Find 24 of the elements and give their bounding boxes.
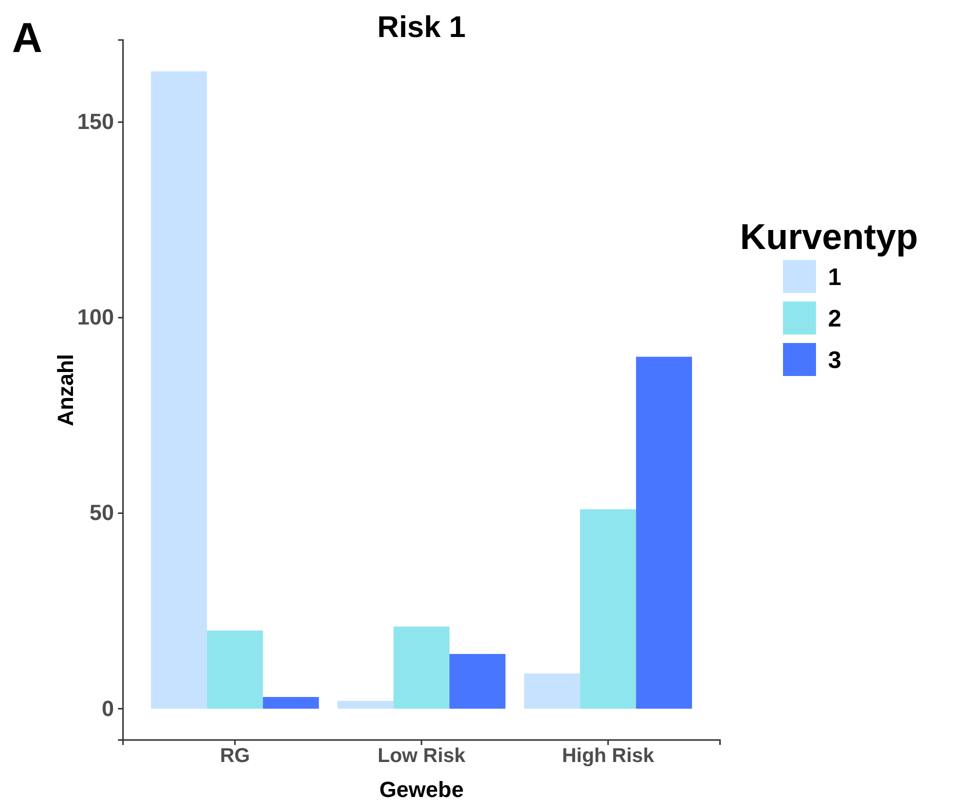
x-tick-label: High Risk <box>562 745 656 768</box>
bar <box>524 674 580 709</box>
text: A <box>12 14 42 61</box>
y-axis-title: Anzahl <box>53 354 78 426</box>
bar <box>150 71 207 709</box>
x-tick-label: RG <box>220 745 250 768</box>
legend-label: 3 <box>828 347 842 374</box>
y-tick-label: 0 <box>102 696 114 721</box>
bar <box>636 356 692 709</box>
x-axis-title: Gewebe <box>379 777 464 802</box>
chart-title: Risk 1 <box>377 11 466 44</box>
bar <box>394 626 450 709</box>
bar <box>206 630 263 709</box>
bar <box>262 696 319 709</box>
bar <box>338 700 394 709</box>
bar <box>580 509 636 709</box>
bar <box>449 654 506 709</box>
y-tick-label: 150 <box>77 109 114 134</box>
x-tick-label: Low Risk <box>378 745 466 768</box>
legend-label: 1 <box>828 264 842 291</box>
legend-title: Kurventyp <box>740 216 918 257</box>
y-tick-label: 50 <box>90 500 114 526</box>
legend-label: 2 <box>828 306 842 332</box>
y-tick-label: 100 <box>77 304 114 330</box>
